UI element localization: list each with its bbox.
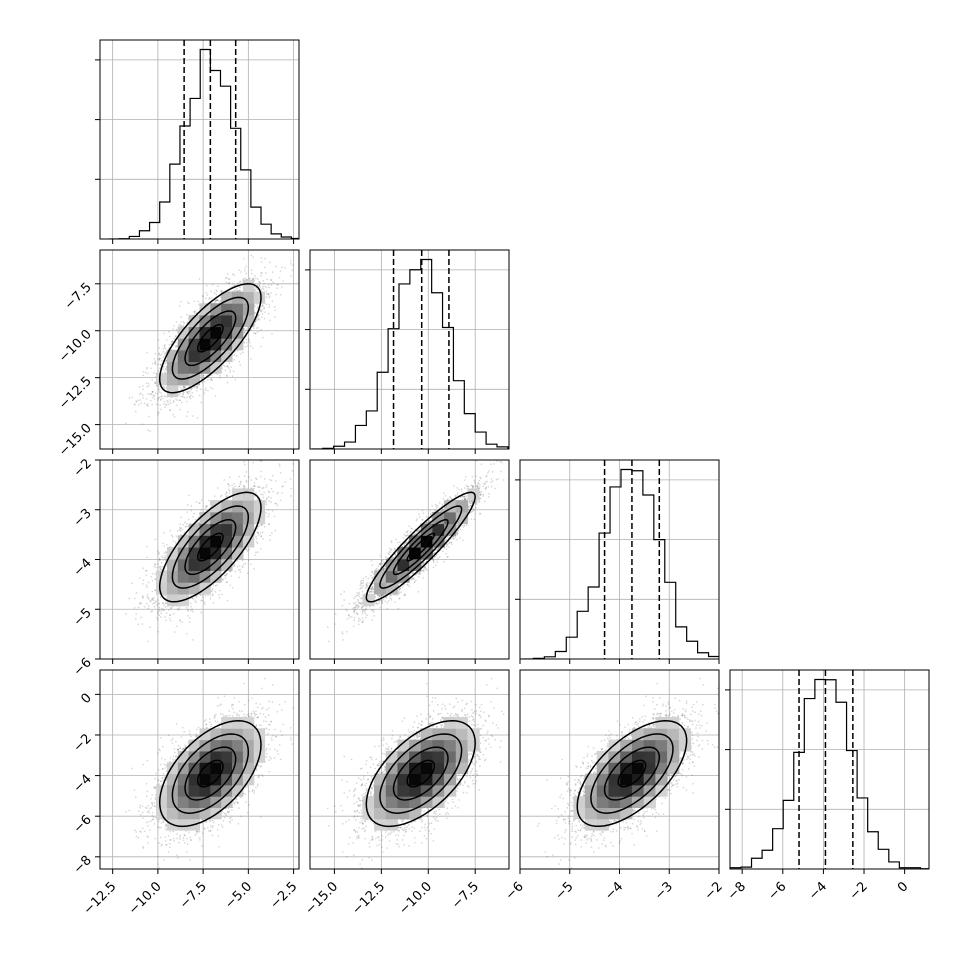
panel-content bbox=[310, 460, 509, 659]
contour-line bbox=[184, 746, 237, 801]
panel-frame bbox=[309, 669, 510, 870]
x-tick-label: −2.5 bbox=[267, 879, 300, 912]
y-tick-label: −3 bbox=[71, 506, 95, 530]
panel-frame bbox=[99, 249, 300, 450]
x-tick-label: 0 bbox=[895, 879, 911, 895]
y-tick-label: −2 bbox=[71, 731, 95, 755]
x-tick-label: −10.0 bbox=[126, 879, 165, 918]
x-tick-label: −12.5 bbox=[349, 879, 388, 918]
panel-background bbox=[100, 40, 299, 239]
x-tick-label: −4 bbox=[602, 879, 626, 903]
contour-line bbox=[392, 518, 449, 576]
x-tick-label: −3 bbox=[652, 879, 676, 903]
panel-content bbox=[520, 460, 719, 659]
contour-line bbox=[196, 532, 224, 562]
x-tick-label: −15.0 bbox=[302, 879, 341, 918]
contour-line bbox=[171, 296, 250, 380]
contour-line bbox=[379, 505, 463, 589]
x-tick-label: −6 bbox=[503, 879, 527, 903]
x-tick-label: −5 bbox=[552, 879, 576, 903]
panel-3-3: −8 −6 −4 −2 0 bbox=[725, 669, 930, 903]
y-tick-label: −6 bbox=[71, 812, 95, 836]
x-tick-label: −12.5 bbox=[81, 879, 120, 918]
contour-line bbox=[603, 746, 661, 801]
contour-line bbox=[617, 759, 647, 788]
y-tick-label: −7.5 bbox=[62, 280, 95, 313]
y-tick-label: 0 bbox=[78, 691, 94, 707]
contour-line bbox=[158, 283, 262, 394]
y-tick-label: −15.0 bbox=[56, 421, 95, 460]
contour-line bbox=[196, 323, 224, 353]
y-tick-label: −2 bbox=[71, 456, 95, 480]
contour-line bbox=[171, 733, 250, 814]
contour-line bbox=[196, 759, 224, 788]
contour-line bbox=[158, 491, 262, 603]
panel-content bbox=[100, 250, 299, 449]
x-tick-label: −6 bbox=[765, 879, 789, 903]
contour-line bbox=[184, 310, 237, 367]
panel-frame bbox=[729, 669, 930, 870]
panel-content bbox=[100, 460, 299, 659]
x-tick-label: −2 bbox=[847, 879, 871, 903]
y-tick-label: −10.0 bbox=[56, 327, 95, 366]
x-tick-label: −7.5 bbox=[177, 879, 210, 912]
y-tick-label: −5 bbox=[71, 605, 95, 629]
contour-line bbox=[576, 720, 688, 828]
contour-line bbox=[406, 532, 436, 562]
panel-3-0: −8 −6 −4 −2 0 −12.5 −10.0 −7.5 −5.0 −2.5 bbox=[71, 669, 300, 918]
y-tick-label: −6 bbox=[71, 655, 95, 679]
x-tick-label: −10.0 bbox=[396, 879, 435, 918]
contour-line bbox=[406, 759, 436, 788]
panel-content bbox=[310, 250, 509, 449]
contour-line bbox=[171, 505, 250, 589]
panel-2-1 bbox=[309, 459, 510, 664]
panel-content bbox=[520, 670, 719, 869]
x-tick-label: −4 bbox=[806, 879, 830, 903]
panel-3-2: −6 −5 −4 −3 −2 bbox=[503, 669, 726, 903]
y-tick-label: −4 bbox=[71, 772, 95, 796]
x-tick-label: −5.0 bbox=[222, 879, 255, 912]
density-cells bbox=[362, 488, 480, 607]
y-tick-label: −4 bbox=[71, 556, 95, 580]
panel-0-0 bbox=[95, 39, 300, 244]
contour-line bbox=[158, 720, 262, 828]
x-tick-label: −2 bbox=[702, 879, 726, 903]
x-tick-label: −8 bbox=[725, 879, 749, 903]
panel-frame bbox=[99, 669, 300, 870]
contour-line bbox=[590, 733, 674, 814]
panel-content bbox=[100, 670, 299, 869]
panel-content bbox=[730, 670, 929, 869]
histogram-step-line bbox=[311, 258, 509, 449]
contour-line bbox=[184, 518, 237, 576]
panel-background bbox=[730, 670, 929, 869]
y-tick-label: −12.5 bbox=[56, 374, 95, 413]
panel-content bbox=[100, 40, 299, 239]
contour-line bbox=[365, 491, 476, 603]
panel-2-0: −6 −5 −4 −3 −2 bbox=[71, 456, 300, 679]
panel-content bbox=[310, 670, 509, 869]
panel-frame bbox=[99, 39, 300, 240]
panel-1-1 bbox=[305, 249, 510, 454]
x-tick-label: −7.5 bbox=[449, 879, 482, 912]
panel-1-0: −15.0 −12.5 −10.0 −7.5 bbox=[56, 249, 300, 460]
contour-line bbox=[365, 720, 476, 828]
contour-line bbox=[392, 746, 449, 801]
contour-line bbox=[379, 733, 463, 814]
y-tick-label: −8 bbox=[71, 853, 95, 877]
panel-frame bbox=[309, 459, 510, 660]
panel-frame bbox=[309, 249, 510, 450]
panel-3-1: −15.0 −12.5 −10.0 −7.5 bbox=[302, 669, 510, 918]
panel-2-2 bbox=[515, 459, 720, 664]
